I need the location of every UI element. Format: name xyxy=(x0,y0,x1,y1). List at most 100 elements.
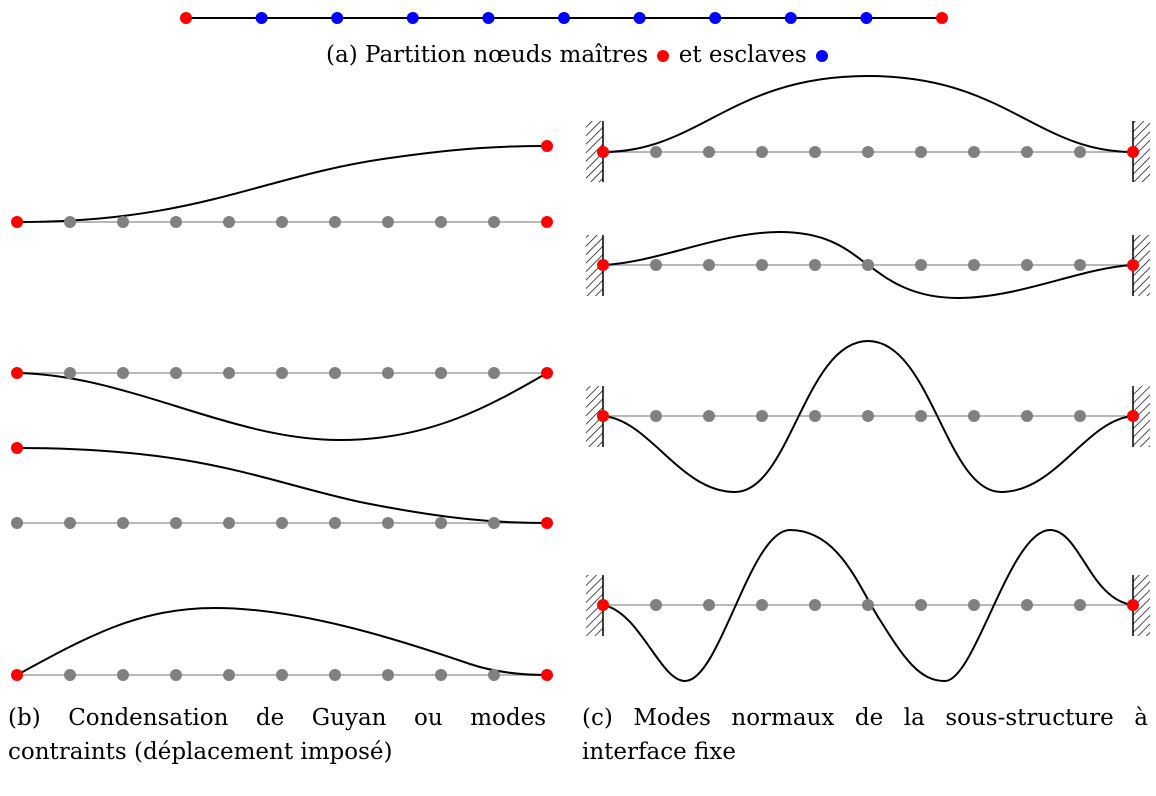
beam-node xyxy=(11,517,23,529)
normal-mode-4-nodes xyxy=(597,599,1139,611)
normal-mode-1 xyxy=(586,74,1150,182)
partition-node-row xyxy=(180,12,948,24)
master-node-icon xyxy=(657,50,670,62)
clamp-hatch-icon xyxy=(586,575,603,636)
master-node-icon xyxy=(597,146,609,158)
slave-node-icon xyxy=(815,50,828,62)
beam-node xyxy=(64,517,76,529)
beam-node xyxy=(435,367,447,379)
constraint-mode-4-curve xyxy=(16,606,548,676)
beam-node xyxy=(382,517,394,529)
partition-panel xyxy=(180,12,948,24)
beam-node xyxy=(915,259,927,271)
beam-node xyxy=(117,517,129,529)
constraint-mode-2-nodes xyxy=(11,367,553,379)
beam-node xyxy=(64,367,76,379)
normal-mode-3-curve xyxy=(602,339,1134,494)
beam-node xyxy=(329,216,341,228)
caption-a: (a) Partition nœuds maîtres et esclaves xyxy=(0,38,1156,72)
beam-node xyxy=(809,146,821,158)
normal-mode-4-curve xyxy=(602,528,1134,683)
beam-node xyxy=(1021,599,1033,611)
beam-node xyxy=(329,669,341,681)
beam-node xyxy=(488,517,500,529)
master-node-icon xyxy=(541,669,553,681)
beam-node xyxy=(968,599,980,611)
beam-node xyxy=(170,216,182,228)
beam-node xyxy=(223,367,235,379)
beam-node xyxy=(756,410,768,422)
normal-mode-3-nodes xyxy=(597,410,1139,422)
beam-node xyxy=(703,146,715,158)
beam-node xyxy=(382,669,394,681)
beam-node xyxy=(1021,259,1033,271)
constraint-mode-1-curve xyxy=(16,145,548,223)
beam-node xyxy=(488,216,500,228)
beam-node xyxy=(862,410,874,422)
beam-node xyxy=(1021,410,1033,422)
clamp-hatch-icon xyxy=(586,121,603,182)
master-node-icon xyxy=(11,442,23,454)
beam-node xyxy=(809,599,821,611)
slave-node-icon xyxy=(633,12,646,24)
beam-node xyxy=(276,517,288,529)
normal-mode-1-curve xyxy=(602,74,1134,153)
clamp-hatch-icon xyxy=(1133,386,1150,447)
clamp-hatch-icon xyxy=(1133,121,1150,182)
normal-mode-2-nodes xyxy=(597,259,1139,271)
caption-b: (b) Condensation de Guyan ou modes contr… xyxy=(8,705,546,765)
constraint-mode-1-nodes xyxy=(11,216,553,228)
caption-c: (c) Modes normaux de la sous-structure à… xyxy=(582,705,1148,765)
beam-node xyxy=(117,669,129,681)
constraint-mode-3 xyxy=(11,442,553,529)
master-node-icon xyxy=(11,367,23,379)
beam-node xyxy=(1074,410,1086,422)
beam-node xyxy=(170,669,182,681)
beam-node xyxy=(382,367,394,379)
beam-node xyxy=(382,216,394,228)
beam-node xyxy=(756,259,768,271)
normal-mode-1-nodes xyxy=(597,146,1139,158)
beam-node xyxy=(1074,146,1086,158)
beam-node xyxy=(703,599,715,611)
master-node-icon xyxy=(1127,146,1139,158)
clamp-hatch-icon xyxy=(586,235,603,296)
master-node-icon xyxy=(1127,410,1139,422)
normal-modes-panel xyxy=(586,74,1150,683)
slave-node-icon xyxy=(331,12,344,24)
beam-node xyxy=(435,216,447,228)
beam-node xyxy=(809,259,821,271)
slave-node-icon xyxy=(784,12,797,24)
master-node-icon xyxy=(597,259,609,271)
normal-mode-2 xyxy=(586,230,1150,300)
beam-node xyxy=(915,410,927,422)
constraint-mode-4 xyxy=(11,606,553,681)
beam-node xyxy=(968,259,980,271)
master-node-icon xyxy=(541,517,553,529)
constraint-mode-2-curve xyxy=(16,372,548,442)
beam-node xyxy=(223,669,235,681)
beam-node xyxy=(756,599,768,611)
master-node-icon xyxy=(541,216,553,228)
beam-node xyxy=(915,599,927,611)
slave-node-icon xyxy=(709,12,722,24)
beam-node xyxy=(170,517,182,529)
slave-node-icon xyxy=(558,12,570,24)
master-node-icon xyxy=(936,12,948,24)
beam-node xyxy=(756,146,768,158)
beam-node xyxy=(64,216,76,228)
beam-node xyxy=(650,599,662,611)
constraint-mode-2 xyxy=(11,367,553,442)
beam-node xyxy=(968,146,980,158)
master-node-icon xyxy=(1127,259,1139,271)
master-node-icon xyxy=(541,367,553,379)
beam-node xyxy=(703,259,715,271)
slave-node-icon xyxy=(255,12,268,24)
beam-node xyxy=(276,216,288,228)
caption-a-middle: et esclaves xyxy=(678,42,807,68)
beam-node xyxy=(329,367,341,379)
clamp-hatch-icon xyxy=(586,386,603,447)
beam-node xyxy=(650,146,662,158)
beam-node xyxy=(435,517,447,529)
